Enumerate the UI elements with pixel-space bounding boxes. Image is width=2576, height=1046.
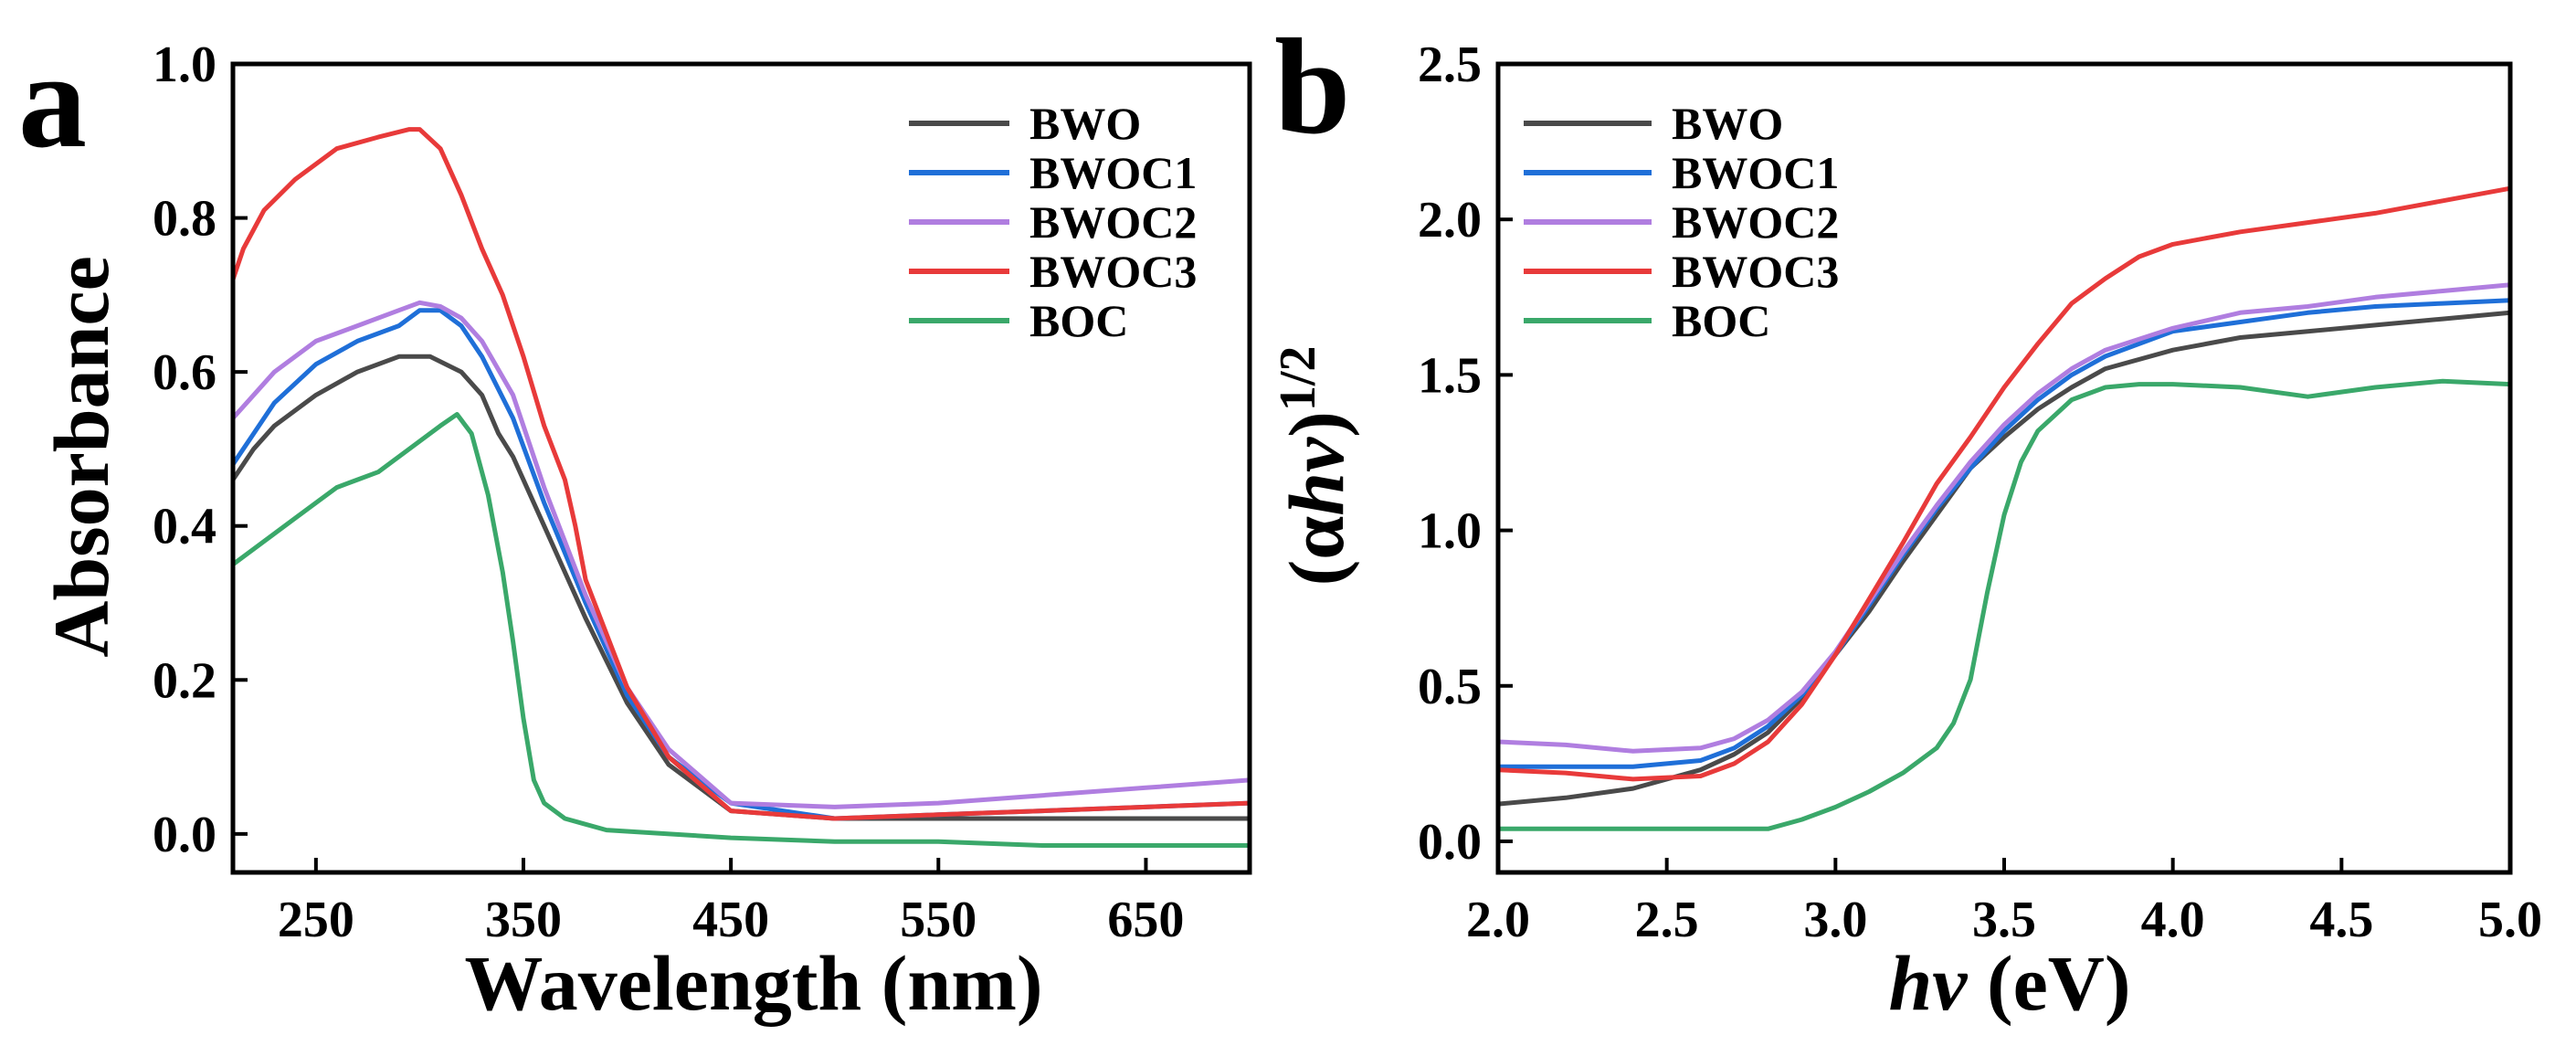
legend-item-bwoc2: BWOC2 [1524, 196, 1839, 248]
panel-b: b 2.0 2.5 3.0 3.5 4.0 4.5 5.0 0.00.51.01.52.02… [1270, 11, 2542, 1027]
y-tick-label: 0.6 [153, 344, 216, 401]
legend-label: BWO [1672, 98, 1783, 149]
panel-a-frame [230, 61, 1252, 875]
legend-item-bwoc2: BWOC2 [909, 196, 1197, 248]
panel-a-y-title: Absorbance [37, 256, 125, 658]
series-line-bwoc2 [230, 300, 1252, 809]
panel-a: a 250 350 450 550 650 0.0 0.2 0.4 0.6 0.8 1.0 Wav… [18, 25, 1252, 1027]
x-tick-label: 2.0 [1466, 892, 1530, 948]
y-tick-label: 0.8 [153, 191, 216, 248]
y-tick-label: 0.0 [153, 807, 216, 863]
legend-label: BWOC3 [1672, 246, 1839, 297]
panel-a-label: a [18, 25, 87, 176]
legend-label: BOC [1029, 295, 1128, 346]
legend-item-boc: BOC [909, 295, 1128, 346]
y-tick-label: 0.0 [1418, 814, 1482, 871]
panel-a-x-ticks: 250 350 450 550 650 [278, 858, 1184, 948]
panel-b-y-ticks: 0.0 0.5 1.0 1.5 2.0 2.5 [1418, 37, 1513, 871]
y-tick-label: 1.0 [153, 37, 216, 93]
x-tick-label: 2.5 [1635, 892, 1699, 948]
legend-label: BWOC2 [1029, 196, 1197, 248]
x-tick-label: 3.5 [1972, 892, 2036, 948]
x-tick-label: 5.0 [2478, 892, 2542, 948]
panel-a-y-ticks: 0.0 0.2 0.4 0.6 0.8 1.0 [153, 37, 248, 863]
x-tick-label: 350 [485, 892, 562, 948]
panel-a-x-title: Wavelength (nm) [464, 939, 1042, 1027]
series-line-boc [230, 412, 1252, 848]
x-tick-label: 450 [692, 892, 769, 948]
y-tick-label: 2.0 [1418, 192, 1482, 248]
legend-item-bwoc1: BWOC1 [909, 147, 1197, 198]
y-tick-label: 0.4 [153, 499, 216, 555]
panel-b-frame [1495, 61, 2513, 875]
legend-label: BWOC1 [1672, 147, 1839, 198]
x-tick-label: 4.0 [2141, 892, 2205, 948]
legend-item-boc: BOC [1524, 295, 1770, 346]
legend-item-bwoc3: BWOC3 [909, 246, 1197, 297]
y-tick-label: 1.5 [1418, 347, 1482, 404]
x-tick-label: 250 [278, 892, 354, 948]
y-tick-label: 1.0 [1418, 503, 1482, 560]
series-line-bwoc1 [230, 308, 1252, 821]
legend-label: BWO [1029, 98, 1141, 149]
series-line-bwo [230, 354, 1252, 821]
series-line-bwoc3 [230, 127, 1252, 821]
panel-b-plot [1495, 185, 2513, 831]
series-line-bwoc3 [1495, 185, 2513, 782]
x-tick-label: 4.5 [2309, 892, 2373, 948]
legend-label: BOC [1672, 295, 1770, 346]
x-tick-label: 550 [900, 892, 977, 948]
legend-item-bwo: BWO [1524, 98, 1783, 149]
series-line-bwoc1 [1495, 298, 2513, 769]
legend-item-bwo: BWO [909, 98, 1141, 149]
panel-a-plot [230, 127, 1252, 848]
legend-item-bwoc1: BWOC1 [1524, 147, 1839, 198]
panel-b-label: b [1274, 11, 1350, 163]
x-tick-label: 650 [1107, 892, 1184, 948]
y-tick-label: 2.5 [1418, 37, 1482, 93]
legend-item-bwoc3: BWOC3 [1524, 246, 1839, 297]
panel-b-y-title: (αhv)1/2 [1270, 346, 1360, 586]
legend-label: BWOC3 [1029, 246, 1197, 297]
x-tick-label: 3.0 [1803, 892, 1867, 948]
legend-label: BWOC2 [1672, 196, 1839, 248]
y-tick-label: 0.2 [153, 652, 216, 709]
series-line-bwoc2 [1495, 282, 2513, 754]
legend-label: BWOC1 [1029, 147, 1197, 198]
panel-b-x-title: hv (eV) [1888, 939, 2130, 1027]
panel-b-x-ticks: 2.0 2.5 3.0 3.5 4.0 4.5 5.0 [1466, 858, 2542, 948]
series-line-boc [1495, 378, 2513, 831]
y-tick-label: 0.5 [1418, 659, 1482, 715]
